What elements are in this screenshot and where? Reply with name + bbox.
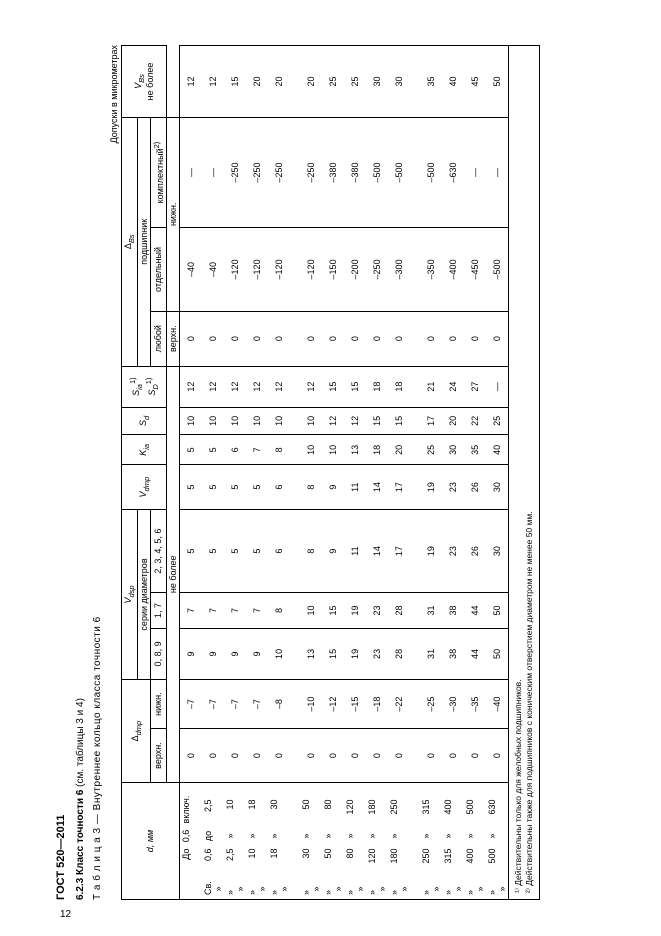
table-label: Т а б л и ц а 3 — Внутреннее кольцо клас… (92, 45, 103, 900)
th-notmore: не более (166, 366, 179, 782)
th-bs-upper: верхн. (166, 311, 179, 366)
th-vdsp: Vdsp (122, 509, 138, 679)
th-kia: Kia (122, 435, 167, 465)
table-row: » 180 » 250 » 0–22282817172015180–300–50… (388, 46, 410, 900)
th-vbs: VBsне более (122, 46, 167, 118)
th-delta-bs: ΔBs (122, 117, 138, 366)
th-vdmp: Vdmp (122, 465, 167, 509)
th-s23456: 2, 3, 4, 5, 6 (150, 509, 166, 593)
section-number: 6.2.3 (75, 878, 86, 900)
footnote-2: ²⁾ Действительны также для подшипников с… (524, 52, 535, 893)
th-complete: комплектный2) (150, 117, 166, 227)
th-any: любой (150, 311, 166, 366)
table-row: » 400 » 500 » 0–35444426263522270–450—45 (464, 46, 486, 900)
table-row: » 10 » 18 » 0–79755710120–120–25020 (246, 46, 268, 900)
table-row: » 80 » 120 » 0–15191911111312150–200–380… (344, 46, 366, 900)
table-row: » 50 » 80 » 0–121515991012150–150–38025 (322, 46, 344, 900)
th-series: серии диаметров (137, 509, 150, 679)
table-row: До 0,6 включ. 0–79755510120–40—12 (179, 46, 202, 900)
table-row (290, 46, 300, 900)
th-s17: 1, 7 (150, 593, 166, 628)
table-row: » 315 » 400 » 0–30383823233020240–400–63… (442, 46, 464, 900)
section-title-bold: Класс точности 6 (75, 790, 86, 875)
units-label: Допуски в микрометрах (109, 45, 119, 900)
th-sd: Sd (122, 407, 167, 435)
table-row: » 30 » 50 » 0–101310881010120–120–25020 (300, 46, 322, 900)
table-row (410, 46, 420, 900)
th-lower-dmp: нижн. (150, 680, 166, 729)
footnotes-cell: ¹⁾ Действительны только для желобных под… (508, 46, 539, 900)
table-row: » 2,5 » 10 » 0–79755610120–120–25015 (224, 46, 246, 900)
th-upper-dmp: верхн. (150, 729, 166, 783)
tolerance-table: d, мм Δdmp Vdsp Vdmp Kia Sd (121, 45, 540, 900)
section-paren: (см. таблицы 3 и 4) (75, 698, 86, 787)
th-d: d, мм (122, 783, 180, 900)
table-row: » 18 » 30 » 0–810866810120–120–25020 (268, 46, 290, 900)
table-row: Св. 0,6 до 2,5 » 0–79755510120–40—12 (202, 46, 224, 900)
table-row: » 250 » 315 » 0–25313119192517210–350–50… (420, 46, 442, 900)
doc-header: ГОСТ 520—2011 (55, 45, 67, 900)
table-row: » 120 » 180 » 0–18232314141815180–250–50… (366, 46, 388, 900)
th-bs-lower: нижн. (166, 117, 179, 311)
th-sia: Sia1)SD1) (122, 366, 167, 407)
page-number: 12 (60, 909, 71, 920)
th-delta-dmp: Δdmp (122, 680, 151, 783)
table-row: » 500 » 630 » 0–40505030304025—0–500—50 (486, 46, 509, 900)
th-single: отдельный (150, 228, 166, 312)
th-s089: 0, 8, 9 (150, 628, 166, 679)
th-bearing: подшипник (137, 117, 150, 366)
section-heading: 6.2.3 Класс точности 6 (см. таблицы 3 и … (75, 45, 86, 900)
footnote-1: ¹⁾ Действительны только для желобных под… (513, 52, 524, 893)
